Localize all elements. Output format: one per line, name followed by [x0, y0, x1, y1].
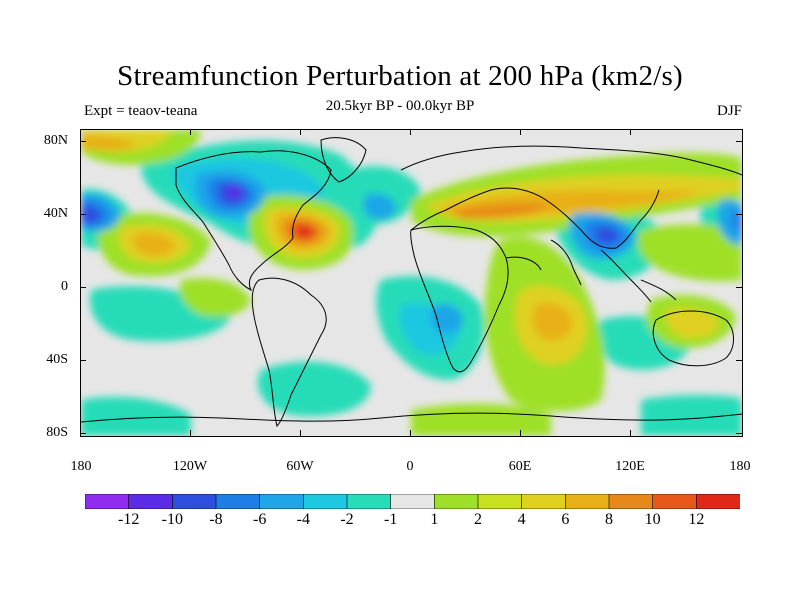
colorbar: [85, 494, 740, 509]
positive-anomaly-region: [665, 308, 719, 339]
africa-coastline: [410, 225, 509, 373]
arabia-india-coastline: [505, 239, 582, 286]
negative-anomaly-region: [81, 205, 101, 224]
lat-tick: [736, 360, 742, 361]
lat-label-40n: 40N: [43, 206, 68, 221]
colorbar-swatch: [608, 494, 654, 509]
colorbar-label: -10: [161, 511, 183, 528]
season-label: DJF: [716, 103, 742, 119]
colorbar-swatch: [565, 494, 610, 509]
lon-tick: [300, 129, 301, 135]
colorbar-swatch: [85, 494, 130, 509]
colorbar-label: -4: [296, 511, 310, 528]
colorbar-swatch: [696, 494, 740, 509]
lon-tick: [520, 129, 521, 135]
plot-title: Streamfunction Perturbation at 200 hPa (…: [117, 60, 683, 92]
colorbar-label: 8: [605, 511, 613, 528]
negative-anomaly-region: [363, 193, 396, 220]
negative-anomaly-region: [227, 186, 242, 200]
lat-tick: [80, 287, 86, 288]
lon-label-120e: 120E: [615, 459, 645, 474]
lat-tick: [736, 433, 742, 434]
time-period-label: 20.5kyr BP - 00.0kyr BP: [325, 98, 475, 114]
south-america-coastline: [251, 277, 327, 427]
lon-tick: [630, 430, 631, 436]
colorbar-label: 2: [474, 511, 482, 528]
lon-label-0: 0: [406, 459, 414, 474]
southeast-asia-coastline: [600, 249, 677, 303]
colorbar-swatch: [434, 494, 479, 509]
colorbar-swatch: [128, 494, 173, 509]
positive-anomaly-region: [297, 226, 312, 237]
negative-anomaly-region: [257, 361, 371, 417]
coastlines: [81, 137, 742, 427]
positive-anomaly-region: [81, 135, 136, 151]
lat-label-0: 0: [61, 279, 68, 294]
negative-anomaly-region: [81, 396, 191, 436]
positive-anomaly-region: [411, 403, 551, 436]
colorbar-label: 4: [517, 511, 526, 528]
colorbar-swatch: [346, 494, 392, 509]
lat-tick: [736, 287, 742, 288]
lon-tick: [300, 430, 301, 436]
positive-anomaly-region: [532, 303, 573, 341]
lon-label-60e: 60E: [508, 459, 532, 474]
colorbar-label: 1: [430, 511, 439, 528]
colorbar-swatch: [521, 494, 566, 509]
positive-anomaly-region: [451, 203, 551, 219]
lon-tick: [190, 129, 191, 135]
negative-anomaly-region: [731, 209, 742, 234]
antarctica-coastline: [81, 412, 742, 423]
colorbar-label: -2: [340, 511, 354, 528]
colorbar-label: -12: [117, 511, 140, 528]
colorbar-label: -8: [209, 511, 223, 528]
colorbar-swatch: [172, 494, 217, 509]
negative-anomaly-region: [641, 395, 742, 436]
lon-tick: [630, 129, 631, 135]
positive-anomaly-region: [637, 224, 742, 282]
north-america-coastline: [175, 150, 332, 292]
lat-tick: [80, 141, 86, 142]
colorbar-swatch: [215, 494, 261, 509]
lon-label-120w: 120W: [172, 459, 208, 474]
colorbar-swatch: [652, 494, 697, 509]
lat-label-80n: 80N: [43, 133, 68, 148]
lon-tick: [410, 129, 411, 135]
lon-tick: [410, 430, 411, 436]
eurasia-coastline: [400, 145, 742, 249]
colorbar-swatch: [477, 494, 523, 509]
colorbar-label: -6: [252, 511, 267, 528]
greenland-coastline: [320, 137, 367, 183]
colorbar-swatch: [259, 494, 304, 509]
map-panel: [80, 129, 743, 437]
streamfunction-field: [81, 130, 742, 436]
colorbar-label: 12: [688, 511, 705, 528]
colorbar-label: -1: [383, 511, 398, 528]
lat-tick: [80, 214, 86, 215]
colorbar-swatch: [390, 494, 435, 509]
colorbar-label: 10: [644, 511, 661, 528]
colorbar-swatch: [303, 494, 348, 509]
australia-coastline: [652, 310, 734, 367]
lat-label-80s: 80S: [46, 425, 68, 440]
colorbar-label: 6: [561, 511, 570, 528]
negative-anomaly-region: [595, 227, 619, 244]
lon-tick: [520, 430, 521, 436]
positive-anomaly-region: [179, 278, 251, 317]
lat-tick: [80, 360, 86, 361]
lon-label-180e: 180: [729, 459, 751, 474]
lat-tick: [736, 141, 742, 142]
lon-label-60w: 60W: [286, 459, 314, 474]
lat-tick: [736, 214, 742, 215]
lat-tick: [80, 433, 86, 434]
lon-label-180w: 180: [70, 459, 92, 474]
lat-label-40s: 40S: [46, 352, 68, 367]
experiment-label: Expt = teaov-teana: [84, 103, 198, 119]
lon-tick: [190, 430, 191, 436]
positive-anomaly-region: [133, 232, 176, 256]
